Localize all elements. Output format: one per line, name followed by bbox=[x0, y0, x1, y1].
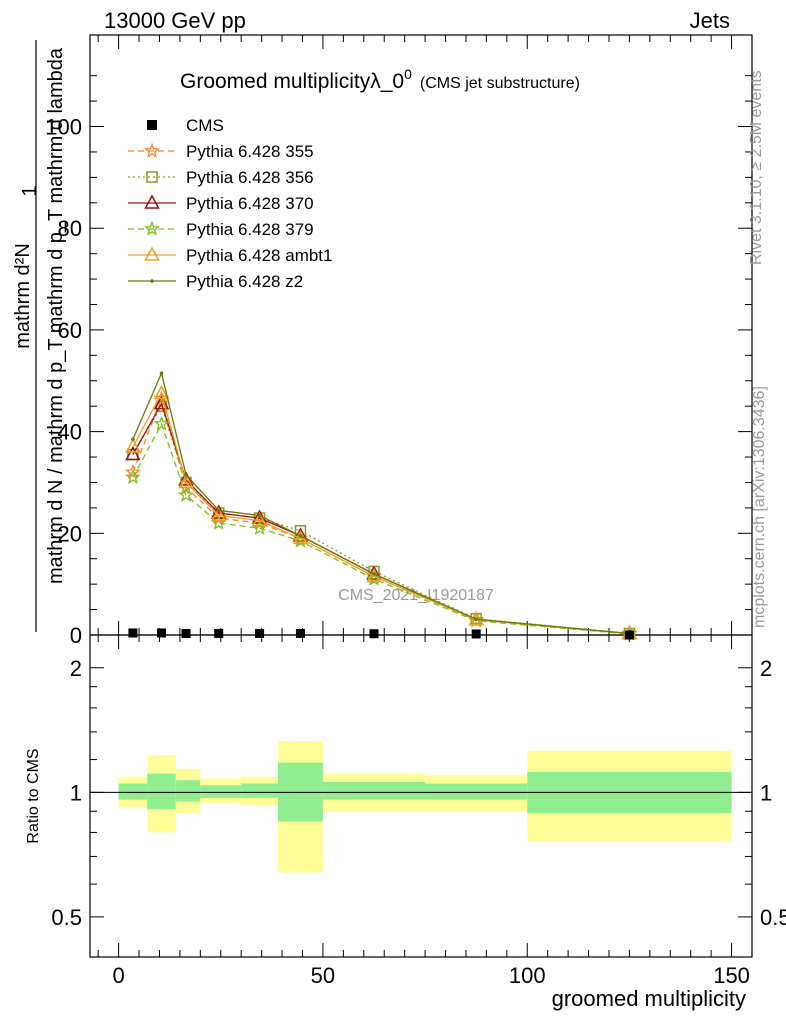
chart-title-suffix: (CMS jet substructure) bbox=[420, 75, 580, 92]
x-tick-label: 150 bbox=[713, 963, 750, 988]
x-tick-label: 50 bbox=[311, 963, 335, 988]
series-point bbox=[474, 617, 478, 622]
cms-point bbox=[471, 629, 481, 639]
ratio-band-inner-1 bbox=[147, 773, 176, 810]
legend-marker bbox=[144, 194, 160, 209]
y-axis-ticks: 0 20 40 60 80 100 bbox=[45, 75, 752, 648]
series-point bbox=[125, 464, 141, 479]
legend-label: Pythia 6.428 z2 bbox=[186, 272, 303, 291]
y-label-prefix: 1 bbox=[19, 185, 41, 196]
ratio-axis-label: Ratio to CMS bbox=[25, 748, 42, 843]
y-axis-label: 1 mathrm d²N mathrm d N / mathrm d p_T m… bbox=[12, 40, 67, 632]
legend-label: Pythia 6.428 ambt1 bbox=[186, 246, 332, 265]
watermark: CMS_2021_I1920187 bbox=[338, 587, 494, 604]
series-line bbox=[132, 391, 630, 635]
y-tick-label: 60 bbox=[58, 318, 82, 343]
cms-point bbox=[181, 628, 191, 638]
series-point bbox=[257, 513, 262, 518]
header-left: 13000 GeV pp bbox=[104, 8, 246, 33]
series-point bbox=[178, 473, 194, 489]
series-layer bbox=[124, 371, 638, 641]
header-right: Jets bbox=[690, 8, 730, 33]
ratio-band-inner-0 bbox=[118, 783, 148, 800]
cms-point bbox=[295, 628, 305, 638]
y-tick-label: 20 bbox=[58, 521, 82, 546]
x-axis-label: groomed multiplicity bbox=[552, 986, 746, 1011]
series-point bbox=[153, 395, 170, 410]
legend-label-cms: CMS bbox=[186, 116, 224, 135]
series-point bbox=[468, 611, 484, 626]
series-point bbox=[178, 486, 194, 502]
x-tick-label: 100 bbox=[509, 963, 546, 988]
series-point bbox=[372, 572, 376, 576]
chart-title-main: Groomed multiplicityλ_0 bbox=[180, 70, 404, 93]
y-tick-label: 100 bbox=[45, 115, 82, 140]
ratio-tick-label-left: 1 bbox=[70, 780, 82, 805]
legend: CMS Pythia 6.428 355 Pythia 6.428 356 Pythi… bbox=[128, 116, 332, 291]
ratio-bands bbox=[118, 741, 732, 873]
ratio-band-inner-7 bbox=[425, 783, 528, 800]
ratio-tick-label-left: 2 bbox=[70, 656, 82, 681]
ratio-band-inner-2 bbox=[175, 780, 201, 802]
cms-point bbox=[369, 629, 379, 639]
chart-title-sup: 0 bbox=[404, 66, 412, 82]
ratio-band-inner-4 bbox=[241, 783, 278, 798]
legend-label: Pythia 6.428 370 bbox=[186, 194, 314, 213]
ratio-tick-label-right: 1 bbox=[760, 780, 772, 805]
ratio-band-inner-3 bbox=[200, 785, 242, 798]
series-point bbox=[210, 506, 227, 522]
series-line bbox=[132, 422, 630, 635]
ratio-tick-label-left: 0.5 bbox=[51, 905, 82, 930]
y-tick-label: 80 bbox=[58, 216, 82, 241]
series-point bbox=[131, 437, 135, 442]
cms-points bbox=[128, 628, 634, 640]
cms-point bbox=[128, 628, 138, 638]
y-tick-label: 40 bbox=[58, 420, 82, 445]
legend-marker bbox=[146, 171, 158, 183]
chart-title: Groomed multiplicityλ_00 (CMS jet substru… bbox=[180, 66, 580, 93]
y-tick-label: 0 bbox=[70, 623, 82, 648]
series-point bbox=[184, 473, 188, 477]
series-point bbox=[468, 612, 485, 628]
series-point bbox=[159, 371, 164, 375]
series-3 bbox=[124, 415, 638, 641]
legend-marker bbox=[144, 220, 160, 236]
y-label-numerator: mathrm d²N bbox=[12, 243, 34, 349]
mcplots-label: mcplots.cern.ch [arXiv:1306.3436] bbox=[751, 386, 768, 628]
ratio-axis-ticks: 0.5 0.5 1 1 2 2 bbox=[51, 656, 786, 930]
series-point bbox=[216, 508, 221, 513]
y-label-denominator: mathrm d N / mathrm d p_T mathrm d p_T m… bbox=[45, 47, 67, 584]
legend-label: Pythia 6.428 356 bbox=[186, 168, 314, 187]
ratio-tick-label-right: 0.5 bbox=[760, 905, 786, 930]
ratio-band-inner-6 bbox=[322, 781, 426, 800]
series-point bbox=[298, 534, 303, 538]
legend-marker bbox=[144, 246, 160, 261]
cms-point bbox=[157, 628, 167, 638]
legend-marker bbox=[144, 142, 160, 158]
legend-label: Pythia 6.428 379 bbox=[186, 220, 314, 239]
series-point bbox=[125, 438, 141, 453]
cms-point bbox=[624, 630, 634, 640]
cms-point bbox=[255, 628, 265, 638]
rivet-label: Rivet 3.1.10, ≥ 2.5M events bbox=[748, 70, 765, 265]
legend-marker bbox=[150, 279, 154, 283]
series-point bbox=[124, 469, 141, 485]
ratio-panel-frame bbox=[89, 634, 753, 958]
cms-point bbox=[214, 628, 224, 638]
series-point bbox=[153, 415, 170, 431]
series-point bbox=[153, 384, 170, 400]
ratio-tick-label-right: 2 bbox=[760, 656, 772, 681]
series-point bbox=[125, 445, 141, 461]
series-5 bbox=[131, 371, 632, 636]
series-point bbox=[251, 512, 268, 527]
legend-marker-cms bbox=[147, 120, 157, 130]
legend-label: Pythia 6.428 355 bbox=[186, 142, 314, 161]
x-tick-label: 0 bbox=[112, 963, 124, 988]
